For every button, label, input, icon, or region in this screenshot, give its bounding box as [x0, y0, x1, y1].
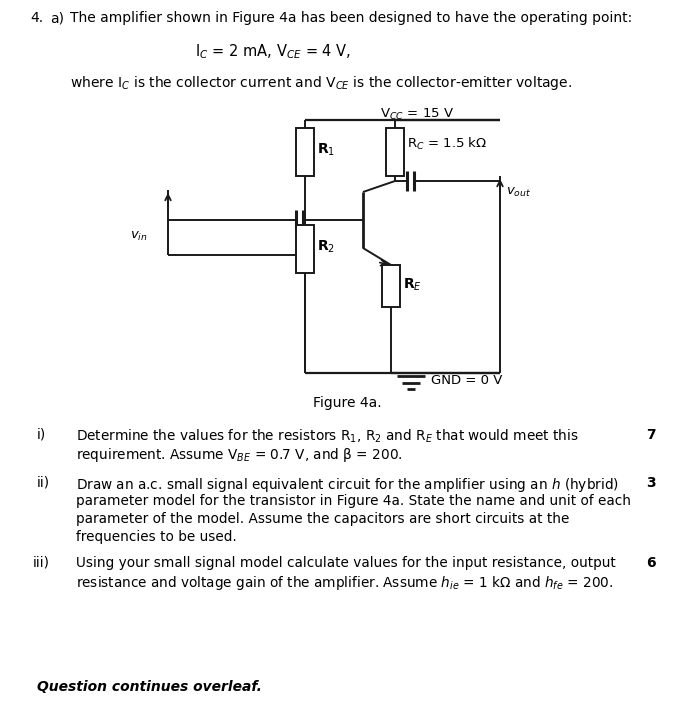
Text: GND = 0 V: GND = 0 V — [431, 374, 502, 387]
Text: Question continues overleaf.: Question continues overleaf. — [37, 680, 262, 694]
Text: ii): ii) — [37, 476, 50, 490]
Text: R$_2$: R$_2$ — [317, 239, 335, 255]
Text: V$_{CC}$ = 15 V: V$_{CC}$ = 15 V — [380, 107, 454, 122]
Bar — [296, 225, 314, 273]
Text: a): a) — [50, 11, 64, 25]
Text: parameter model for the transistor in Figure 4a. State the name and unit of each: parameter model for the transistor in Fi… — [76, 494, 631, 508]
Text: I$_C$ = 2 mA, V$_{CE}$ = 4 V,: I$_C$ = 2 mA, V$_{CE}$ = 4 V, — [195, 42, 351, 60]
Text: i): i) — [37, 428, 46, 442]
Text: 4.: 4. — [30, 11, 43, 25]
Text: R$_1$: R$_1$ — [317, 142, 335, 159]
Text: R$_E$: R$_E$ — [403, 277, 422, 294]
Text: 3: 3 — [646, 476, 656, 490]
Text: 7: 7 — [646, 428, 656, 442]
Text: R$_C$ = 1.5 kΩ: R$_C$ = 1.5 kΩ — [407, 136, 487, 152]
Bar — [386, 128, 404, 176]
Text: resistance and voltage gain of the amplifier. Assume $h_{ie}$ = 1 kΩ and $h_{fe}: resistance and voltage gain of the ampli… — [76, 574, 613, 592]
Text: $v_{out}$: $v_{out}$ — [506, 186, 532, 199]
Text: 6: 6 — [646, 556, 656, 570]
Text: iii): iii) — [33, 556, 50, 570]
Text: where I$_C$ is the collector current and V$_{CE}$ is the collector-emitter volta: where I$_C$ is the collector current and… — [70, 74, 573, 92]
Text: frequencies to be used.: frequencies to be used. — [76, 530, 237, 544]
Text: Determine the values for the resistors R$_1$, R$_2$ and R$_E$ that would meet th: Determine the values for the resistors R… — [76, 428, 579, 445]
Text: requirement. Assume V$_{BE}$ = 0.7 V, and β = 200.: requirement. Assume V$_{BE}$ = 0.7 V, an… — [76, 446, 403, 464]
Bar — [296, 128, 314, 176]
Text: Using your small signal model calculate values for the input resistance, output: Using your small signal model calculate … — [76, 556, 616, 570]
Bar — [382, 265, 400, 307]
Text: Figure 4a.: Figure 4a. — [313, 396, 381, 410]
Text: parameter of the model. Assume the capacitors are short circuits at the: parameter of the model. Assume the capac… — [76, 512, 569, 526]
Text: Draw an a.c. small signal equivalent circuit for the amplifier using an $h$ (hyb: Draw an a.c. small signal equivalent cir… — [76, 476, 619, 494]
Text: $v_{in}$: $v_{in}$ — [130, 230, 148, 243]
Text: The amplifier shown in Figure 4a has been designed to have the operating point:: The amplifier shown in Figure 4a has bee… — [70, 11, 632, 25]
